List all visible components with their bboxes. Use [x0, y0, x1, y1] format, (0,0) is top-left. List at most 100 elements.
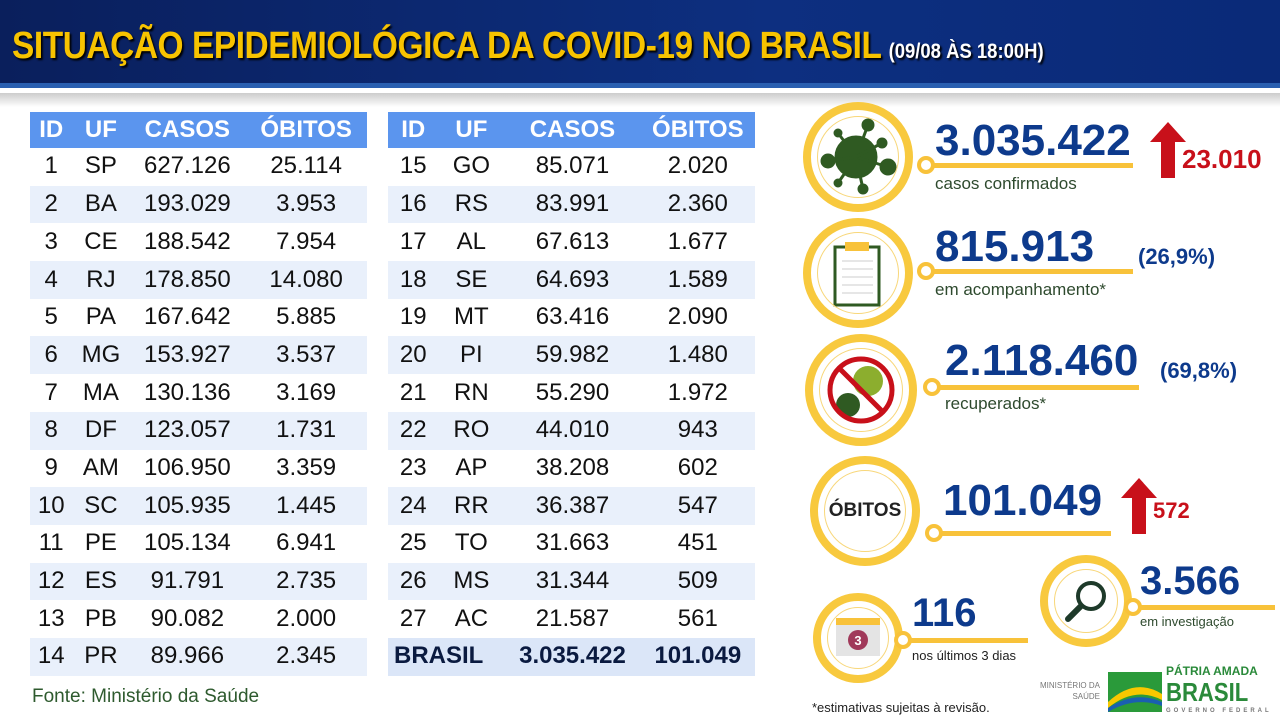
table-cell: 167.642 — [143, 303, 231, 331]
table-cell: SC — [72, 487, 130, 525]
table-cell: 25.114 — [270, 152, 342, 180]
table-cell: 64.693 — [504, 261, 641, 299]
table-cell: 943 — [640, 411, 755, 450]
table-cell: GO — [452, 152, 491, 180]
table-cell: 21.587 — [535, 604, 610, 632]
table-row: 6 MG 153.927 3.537 — [30, 336, 367, 375]
ministry-logo: MINISTÉRIO DA SAÚDE — [1039, 681, 1100, 701]
table-cell: 59.982 — [504, 336, 641, 375]
table-cell: 1.731 — [245, 411, 367, 450]
table-cell: 63.416 — [535, 303, 610, 331]
connector-line — [933, 163, 1133, 168]
monitoring-percent: (26,9%) — [1138, 244, 1216, 269]
table-cell: 8 — [30, 411, 73, 450]
connector-line — [1140, 605, 1275, 610]
table-cell: 85.071 — [535, 152, 610, 180]
recovered-label: recuperados* — [945, 394, 1047, 413]
table-cell: 26 — [388, 562, 439, 601]
table-row: 4 RJ 178.850 14.080 — [30, 261, 367, 299]
table-cell: 3 — [44, 227, 58, 255]
table-row: 5 PA 167.642 5.885 — [30, 299, 367, 337]
table-header: ID UF CASOS ÓBITOS — [30, 112, 367, 148]
virus-icon-circle — [803, 102, 913, 212]
table-cell: RO — [438, 411, 505, 450]
monitoring-value: 815.913 — [935, 222, 1095, 271]
table-cell: 6.941 — [276, 529, 337, 557]
table-cell: RJ — [72, 261, 130, 299]
table-cell: 3.359 — [276, 453, 337, 481]
arrow-up-icon — [1121, 478, 1157, 534]
magnifier-icon — [1065, 581, 1106, 622]
table-row: 25 TO 31.663 451 — [388, 525, 755, 563]
table-cell: MS — [438, 562, 505, 601]
table-row: 27 AC 21.587 561 — [388, 600, 755, 638]
deaths-increase: 572 — [1153, 498, 1190, 523]
table-cell: RR — [438, 487, 505, 525]
table-cell: 31.663 — [535, 529, 610, 557]
table-cell: 27 — [399, 604, 427, 632]
table-row: 24 RR 36.387 547 — [388, 487, 755, 525]
footnote: *estimativas sujeitas à revisão. — [812, 700, 990, 715]
table-cell: 25 — [399, 529, 427, 557]
table-cell: 1.480 — [640, 336, 755, 375]
table-cell: 24 — [388, 487, 439, 525]
connector-line — [933, 269, 1133, 274]
table-cell: 31.344 — [504, 562, 641, 601]
table-cell: MG — [72, 336, 130, 375]
table-cell: PB — [84, 604, 117, 632]
total-deaths: 101.049 — [640, 637, 755, 676]
table-cell: BA — [72, 185, 130, 224]
table-cell: SP — [84, 152, 117, 180]
clipboard-icon-circle — [803, 218, 913, 328]
table-cell: 193.029 — [129, 185, 246, 224]
table-cell: 3.537 — [245, 336, 367, 375]
table-row: 17 AL 67.613 1.677 — [388, 223, 755, 261]
source-note: Fonte: Ministério da Saúde — [32, 686, 260, 707]
virus-icon — [820, 118, 897, 195]
calendar-number: 3 — [854, 633, 861, 648]
table-cell: 451 — [677, 529, 718, 557]
table-cell: 36.387 — [504, 487, 641, 525]
table-cell: 10 — [30, 487, 73, 525]
confirmed-increase: 23.010 — [1182, 144, 1262, 174]
table-cell: 1.972 — [667, 378, 728, 406]
table-row: 1 SP 627.126 25.114 — [30, 148, 367, 186]
column-header: UF — [72, 112, 130, 148]
table-cell: 178.850 — [129, 261, 246, 299]
table-cell: 1 — [44, 152, 58, 180]
brasil-flag-logo — [1108, 672, 1162, 712]
calendar-icon-circle: 3 — [813, 593, 903, 683]
table-cell: 89.966 — [129, 637, 246, 676]
table-cell: 106.950 — [143, 453, 231, 481]
table-cell: PR — [72, 637, 130, 676]
table-row: 19 MT 63.416 2.090 — [388, 299, 755, 337]
connector-line — [910, 638, 1028, 643]
table-cell: 547 — [640, 487, 755, 525]
header-shadow — [0, 93, 1280, 107]
table-cell: 18 — [388, 261, 439, 299]
deaths-value: 101.049 — [943, 476, 1103, 525]
table-row: 7 MA 130.136 3.169 — [30, 374, 367, 412]
table-row: 14 PR 89.966 2.345 — [30, 637, 367, 676]
table-row: 13 PB 90.082 2.000 — [30, 600, 367, 638]
header-banner: SITUAÇÃO EPIDEMIOLÓGICA DA COVID-19 NO B… — [0, 0, 1280, 88]
table-cell: AM — [82, 453, 119, 481]
no-virus-icon-circle — [805, 334, 917, 446]
investigation-value: 3.566 — [1140, 559, 1241, 603]
table-cell: 16 — [388, 185, 439, 224]
confirmed-label: casos confirmados — [935, 174, 1077, 193]
table-cell: 1.445 — [245, 487, 367, 525]
total-cases: 3.035.422 — [504, 637, 641, 676]
table-cell: AC — [454, 604, 489, 632]
brand-sub: GOVERNO FEDERAL — [1166, 708, 1272, 715]
table-cell: 1.589 — [640, 261, 755, 299]
deaths-circle: ÓBITOS — [810, 456, 920, 566]
table-cell: 6 — [30, 336, 73, 375]
column-header: CASOS — [504, 112, 641, 148]
table-cell: 19 — [399, 303, 427, 331]
table-cell: 67.613 — [535, 227, 610, 255]
table-row: 2 BA 193.029 3.953 — [30, 185, 367, 224]
table-cell: AP — [455, 453, 488, 481]
table-cell: 21 — [399, 378, 427, 406]
table-cell: 2.000 — [276, 604, 337, 632]
